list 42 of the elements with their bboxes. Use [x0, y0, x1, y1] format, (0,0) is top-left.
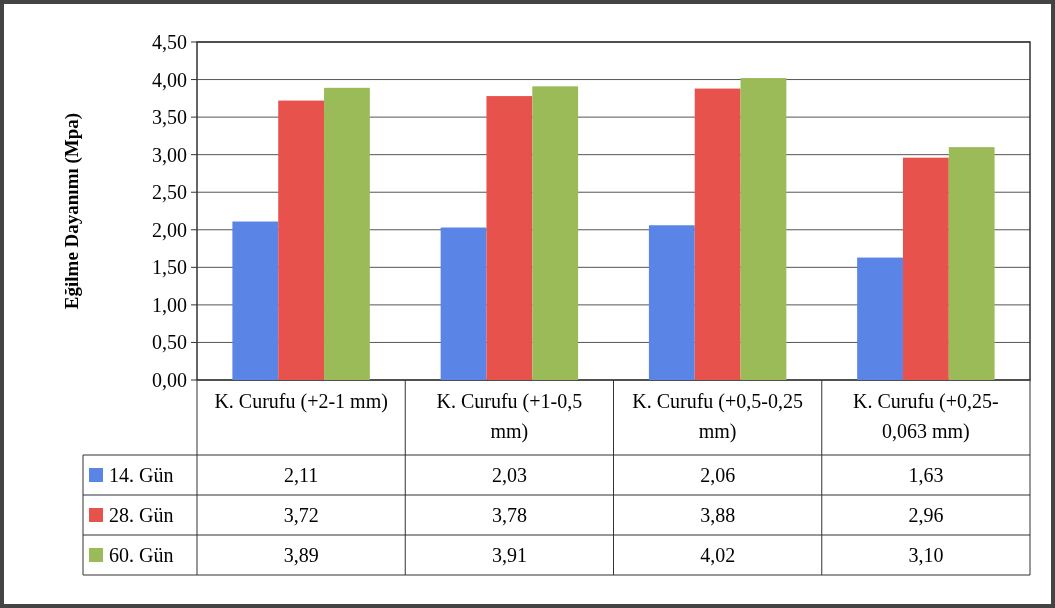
- bar: [440, 227, 487, 380]
- data-label: 1,63: [908, 464, 944, 486]
- bar: [278, 100, 325, 380]
- y-tick-label: 0,00: [152, 369, 187, 391]
- x-tick-label: K. Curufu (+0,5-0,25 mm): [632, 390, 803, 443]
- data-label: 3,10: [908, 544, 944, 566]
- y-tick-label: 3,00: [152, 143, 187, 166]
- x-tick-label: K. Curufu (+1-0,5 mm): [436, 390, 583, 443]
- data-label: 3,89: [283, 544, 319, 566]
- y-tick-label: 3,50: [152, 106, 187, 129]
- data-label: 2,03: [491, 464, 527, 486]
- y-tick-label: 1,50: [152, 256, 187, 279]
- bar: [948, 147, 995, 380]
- data-label: 2,11: [283, 464, 319, 486]
- legend-label: 14. Gün: [109, 464, 174, 486]
- data-label: 3,78: [491, 504, 527, 526]
- bar: [694, 88, 741, 380]
- bar: [857, 257, 903, 380]
- data-label: 2,96: [908, 504, 944, 526]
- legend-label: 28. Gün: [109, 504, 174, 526]
- y-tick-label: 4,00: [152, 68, 187, 91]
- bar: [486, 96, 533, 380]
- x-tick-label: K. Curufu (+2-1 mm): [214, 390, 388, 413]
- bar: [902, 157, 949, 380]
- y-tick-label: 1,00: [152, 293, 187, 316]
- data-label: 3,91: [491, 544, 527, 566]
- y-tick-label: 2,00: [152, 218, 187, 241]
- legend-label: 60. Gün: [109, 544, 174, 566]
- y-tick-label: 4,50: [152, 31, 187, 53]
- bar: [232, 221, 279, 380]
- y-tick-label: 0,50: [152, 331, 187, 354]
- y-tick-label: 2,50: [152, 181, 187, 204]
- bar: [648, 225, 695, 380]
- data-label: 3,88: [700, 504, 736, 526]
- bar: [740, 78, 787, 380]
- bar: [532, 86, 579, 380]
- bar: [324, 87, 370, 380]
- data-label: 3,72: [283, 504, 319, 526]
- data-label: 2,06: [700, 464, 736, 486]
- x-tick-label: K. Curufu (+0,25-0,063 mm): [853, 390, 999, 443]
- data-label: 4,02: [700, 544, 736, 566]
- y-axis-title: Eğilme Dayanımı (Mpa): [61, 112, 83, 310]
